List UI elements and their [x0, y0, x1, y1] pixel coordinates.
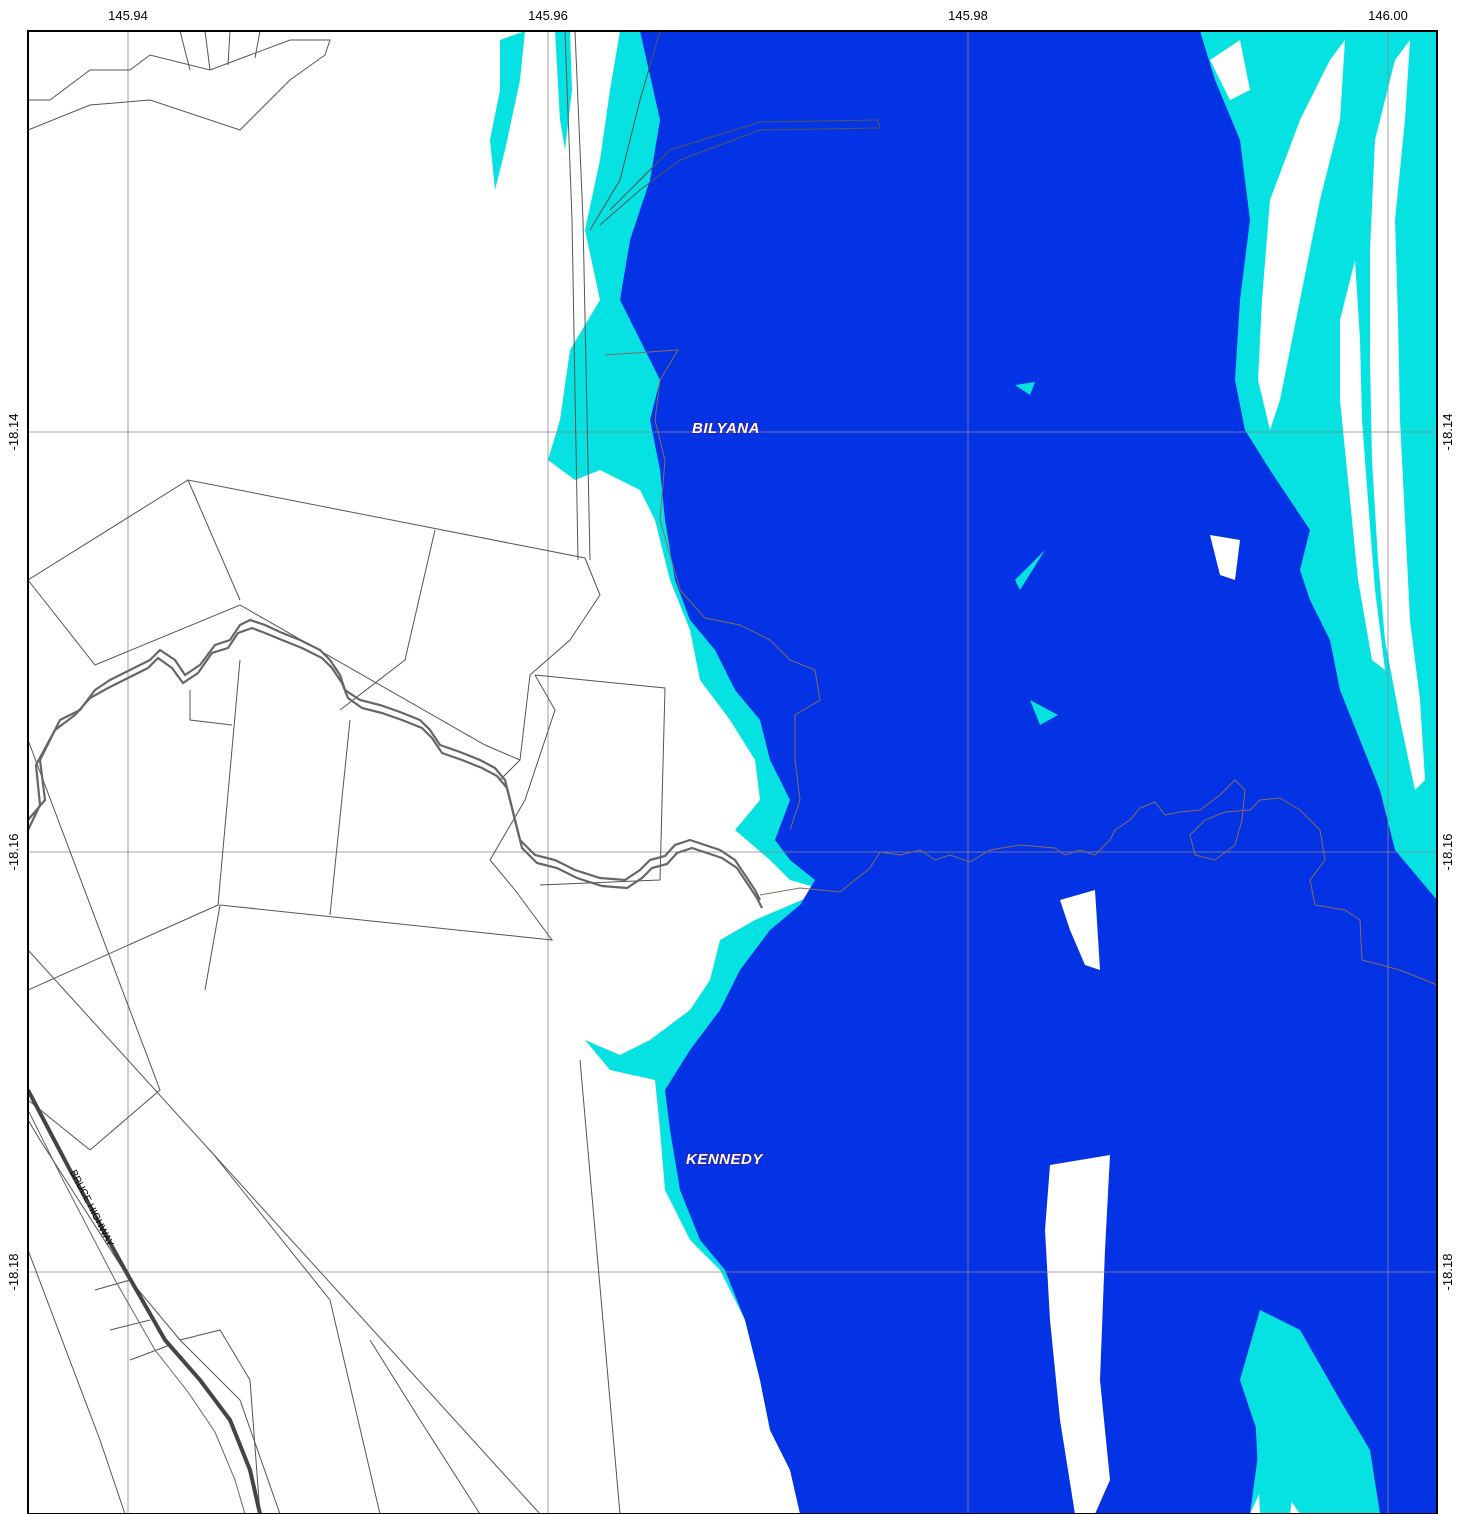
highway-line	[28, 1089, 262, 1514]
shallow-water-area	[1015, 550, 1045, 590]
creek-line	[759, 779, 1437, 986]
land-area	[1210, 535, 1240, 580]
graticule	[28, 31, 1437, 1514]
map-frame	[27, 30, 1438, 1514]
shallow-water-area	[1030, 700, 1058, 725]
property-boundaries	[28, 31, 881, 1514]
land-area	[1210, 40, 1250, 100]
lon-tick-label: 145.98	[948, 8, 988, 23]
river-channel	[28, 618, 763, 909]
lat-tick-label-right: -18.16	[1440, 834, 1455, 871]
land-area	[1045, 1155, 1110, 1514]
shallow-water-area	[555, 31, 572, 150]
lat-tick-label-left: -18.16	[6, 834, 21, 871]
land-area	[1370, 40, 1425, 790]
lon-tick-label: 145.96	[528, 8, 568, 23]
lon-tick-label: 145.94	[108, 8, 148, 23]
lat-tick-label-right: -18.14	[1440, 414, 1455, 451]
highway-edge-line	[28, 1109, 246, 1514]
creek-line	[604, 349, 821, 831]
land-area	[1258, 40, 1345, 430]
place-label-bilyana: BILYANA	[692, 420, 760, 437]
shallow-water-area	[490, 31, 525, 190]
place-label-kennedy: KENNEDY	[686, 1151, 764, 1168]
land-area	[1340, 260, 1385, 670]
shallow-water-area	[1015, 382, 1035, 395]
shallow-water-area	[1255, 1380, 1300, 1514]
lat-tick-label-right: -18.18	[1440, 1254, 1455, 1291]
lat-tick-label-left: -18.18	[6, 1254, 21, 1291]
land-area	[1060, 890, 1100, 970]
deep-water-area	[620, 31, 1437, 1514]
lon-tick-label: 146.00	[1368, 8, 1408, 23]
lat-tick-label-left: -18.14	[6, 414, 21, 451]
